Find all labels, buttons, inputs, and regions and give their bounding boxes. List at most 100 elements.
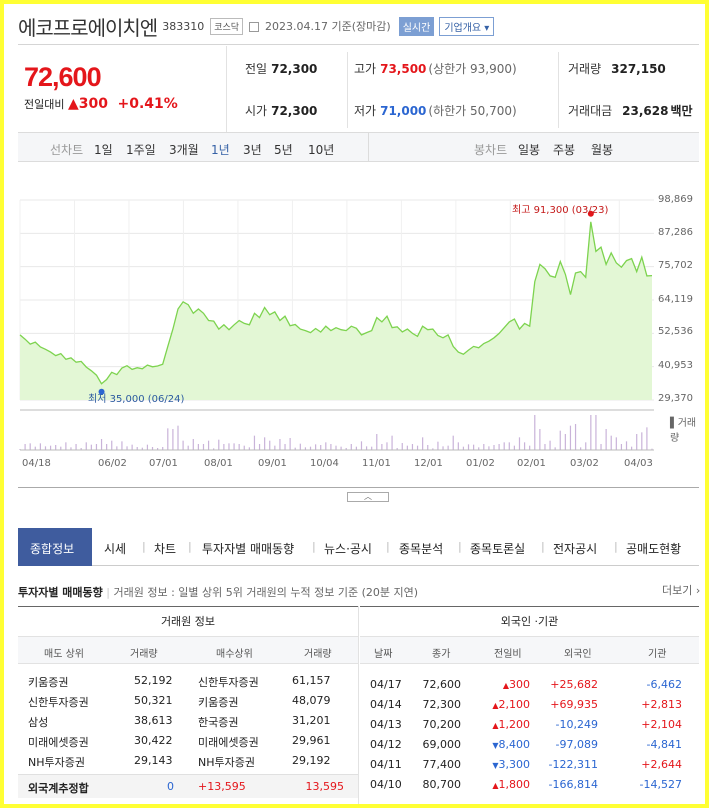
volume-bar: [202, 444, 205, 450]
daily-diff: ▲1,800: [484, 778, 530, 791]
tab-investor-trend[interactable]: 투자자별 매매동향: [202, 542, 295, 556]
up-arrow-icon: ▲: [492, 701, 499, 710]
y-tick-label: 29,370: [658, 393, 693, 404]
more-link[interactable]: 더보기 ›: [662, 584, 701, 597]
volume-bar: [146, 444, 149, 450]
volume-bar: [467, 444, 470, 450]
low-marker: [98, 388, 105, 395]
change-label: 전일대비: [24, 98, 65, 111]
volume-bar: [284, 444, 286, 450]
broker-volume: 52,192: [134, 674, 173, 687]
tab-short-selling[interactable]: 공매도현황: [626, 542, 682, 556]
x-tick-label: 07/01: [149, 458, 178, 469]
volume-bar: [493, 445, 495, 450]
collapse-chart-button[interactable]: ︿: [347, 492, 389, 502]
tab-overview[interactable]: 종합정보: [18, 528, 92, 566]
main-tabs: 종합정보 시세 | 차트 | 투자자별 매매동향 | 뉴스·공시 | 종목분석 …: [18, 528, 699, 566]
volume-bar: [534, 415, 536, 450]
volume-bar: [350, 444, 352, 450]
period-10y[interactable]: 10년: [308, 143, 335, 157]
daily-close: 72,600: [422, 678, 462, 691]
y-tick-label: 40,953: [658, 360, 693, 371]
period-3m[interactable]: 3개월: [169, 143, 199, 157]
period-bar-divider: [368, 132, 369, 162]
volume-bar: [457, 442, 459, 450]
volume-bar: [478, 447, 480, 450]
realtime-button[interactable]: 실시간: [398, 16, 435, 36]
volume-bar: [44, 446, 47, 450]
period-1y[interactable]: 1년: [211, 143, 230, 157]
stat-low: 저가 71,000 (하한가 50,700): [354, 104, 517, 118]
volume-bar: [371, 446, 373, 450]
volume-bar: [187, 445, 189, 450]
daily-date: 04/14: [370, 698, 402, 711]
volume-bar: [427, 445, 429, 450]
stat-volume: 거래량 327,150: [568, 62, 666, 76]
tab-analysis[interactable]: 종목분석: [399, 542, 444, 556]
daily-foreign: +25,682: [550, 678, 598, 691]
up-arrow-icon: ▲: [502, 681, 509, 690]
volume-bar: [595, 415, 597, 450]
volume-bar: [116, 446, 118, 450]
volume-bar: [355, 446, 357, 450]
volume-bar: [580, 447, 582, 450]
investor-subtitle: 거래원 정보 : 일별 상위 5위 거래원의 누적 정보 기준 (20분 지연): [113, 586, 419, 599]
daily-date: 04/17: [370, 678, 402, 691]
stock-code: 383310: [162, 19, 205, 33]
daily-diff-value: 1,800: [498, 778, 531, 791]
broker-name: 신한투자증권: [28, 696, 89, 709]
tab-chart[interactable]: 차트: [154, 542, 177, 556]
daily-date: 04/10: [370, 778, 402, 791]
volume-bar: [391, 435, 393, 450]
volume-bar: [70, 447, 72, 450]
volume-bar: [111, 440, 113, 450]
daily-foreign: -166,814: [548, 778, 598, 791]
broker-volume: 29,961: [292, 734, 331, 747]
chart-bottom-divider: [18, 487, 699, 488]
tab-quotes[interactable]: 시세: [104, 542, 127, 556]
volume-bar: [95, 444, 98, 450]
period-5y[interactable]: 5년: [274, 143, 293, 157]
stat-prev-close: 전일 72,300: [245, 62, 318, 76]
volume-bar: [121, 441, 123, 450]
candle-daily[interactable]: 일봉: [518, 143, 541, 157]
investor-title: 투자자별 매매동향: [18, 586, 103, 599]
volume-bar: [106, 444, 108, 450]
corp-info-button[interactable]: 기업개요 ▾: [439, 16, 495, 36]
down-arrow-icon: ▼: [492, 761, 499, 770]
candle-weekly[interactable]: 주봉: [553, 143, 576, 157]
candle-monthly[interactable]: 월봉: [591, 143, 614, 157]
investor-section-header: 투자자별 매매동향 | 거래원 정보 : 일별 상위 5위 거래원의 누적 정보…: [18, 586, 419, 599]
period-1w[interactable]: 1주일: [126, 143, 156, 157]
volume-bar: [325, 442, 327, 450]
high-annotation: 최고 91,300 (03/23): [512, 205, 609, 216]
y-tick-label: 75,702: [658, 260, 693, 271]
broker-name: 미래에셋증권: [198, 736, 259, 749]
tab-disclosure[interactable]: 전자공시: [553, 542, 598, 556]
volume-bar: [75, 444, 77, 450]
daily-diff: ▲1,200: [484, 718, 530, 731]
volume-bar: [274, 445, 276, 450]
x-tick-label: 01/02: [466, 458, 495, 469]
volume-bar: [299, 443, 301, 450]
tab-news[interactable]: 뉴스·공시: [324, 542, 372, 556]
volume-bar: [600, 444, 602, 450]
volume-bar: [462, 446, 465, 450]
daily-diff: ▲2,100: [484, 698, 530, 711]
volume-bar: [253, 435, 256, 450]
period-3y[interactable]: 3년: [243, 143, 262, 157]
tab-discussion[interactable]: 종목토론실: [470, 542, 526, 556]
daily-diff-value: 8,400: [498, 738, 531, 751]
period-1d[interactable]: 1일: [94, 143, 113, 157]
daily-date: 04/12: [370, 738, 402, 751]
volume-bar: [529, 445, 531, 450]
broker-volume: 50,321: [134, 694, 173, 707]
daily-diff-value: 1,200: [498, 718, 531, 731]
volume-bar: [269, 440, 271, 450]
volume-bar: [473, 444, 475, 450]
volume-bar: [304, 447, 307, 450]
volume-bar: [636, 434, 638, 450]
volume-bar: [574, 424, 577, 450]
volume-bar: [182, 440, 184, 450]
daily-diff-value: 3,300: [498, 758, 531, 771]
